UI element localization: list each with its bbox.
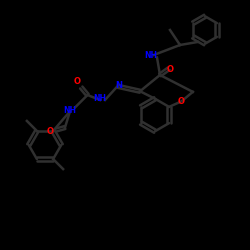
Text: N: N [115, 80, 122, 90]
Text: NH: NH [144, 50, 157, 59]
Text: O: O [46, 127, 54, 136]
Text: O: O [166, 66, 173, 74]
Text: O: O [74, 77, 81, 86]
Text: NH: NH [94, 94, 106, 103]
Text: NH: NH [64, 106, 76, 114]
Text: O: O [178, 97, 185, 106]
